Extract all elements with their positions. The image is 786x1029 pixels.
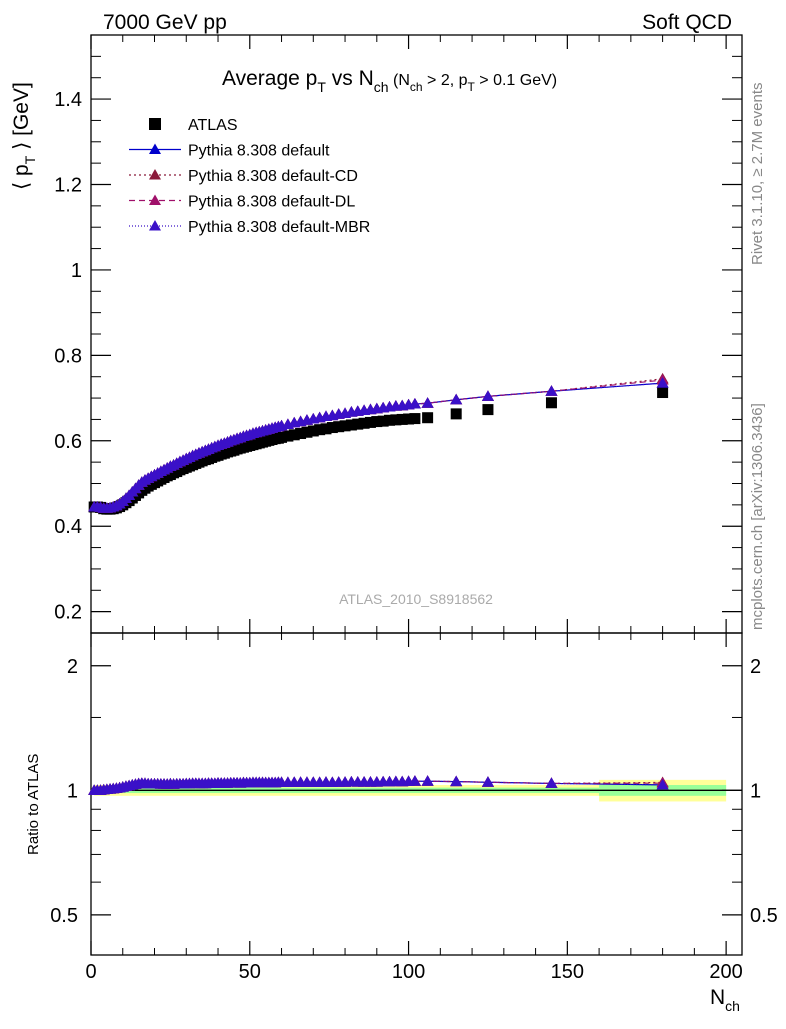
ratio-y-label: Ratio to ATLAS bbox=[25, 754, 42, 855]
atlas-point bbox=[390, 414, 402, 426]
atlas-point bbox=[422, 412, 434, 424]
legend-label: Pythia 8.308 default bbox=[188, 143, 330, 160]
atlas-point bbox=[364, 416, 376, 428]
atlas-point bbox=[301, 426, 313, 438]
x-tick-label: 100 bbox=[392, 961, 425, 983]
ratio-tick-label-right: 2 bbox=[750, 656, 761, 678]
legend-marker bbox=[149, 194, 161, 205]
atlas-point bbox=[450, 408, 462, 420]
x-axis-label: Nch bbox=[710, 986, 740, 1014]
atlas-point bbox=[276, 431, 288, 443]
pythia_mbr-ratio-point bbox=[421, 775, 434, 786]
pythia_mbr-ratio-point bbox=[450, 775, 463, 787]
pythia_mbr-point bbox=[545, 385, 558, 396]
pythia_mbr-point bbox=[421, 397, 434, 408]
x-tick-label: 150 bbox=[551, 961, 584, 983]
pythia_mbr-point bbox=[408, 398, 421, 409]
atlas-point bbox=[307, 425, 319, 437]
pythia_mbr-point bbox=[656, 377, 669, 388]
atlas-point bbox=[320, 423, 332, 435]
ratio-tick-label-left: 1 bbox=[67, 780, 78, 802]
atlas-point bbox=[377, 415, 389, 427]
y-tick-label: 0.8 bbox=[54, 345, 82, 367]
y-tick-label: 0.4 bbox=[54, 516, 82, 538]
legend-marker bbox=[149, 169, 161, 180]
atlas-point bbox=[657, 387, 669, 399]
legend-marker-atlas bbox=[149, 118, 161, 130]
atlas-point bbox=[545, 397, 557, 409]
analysis-watermark: ATLAS_2010_S8918562 bbox=[339, 591, 493, 607]
atlas-point bbox=[358, 417, 370, 429]
pythia_mbr-point bbox=[450, 393, 463, 405]
atlas-point bbox=[371, 416, 383, 428]
atlas-point bbox=[295, 428, 307, 440]
atlas-point bbox=[352, 418, 364, 430]
y-tick-label: 1 bbox=[71, 260, 82, 282]
y-tick-label: 0.2 bbox=[54, 602, 82, 624]
rivet-label: Rivet 3.1.10, ≥ 2.7M events bbox=[749, 83, 766, 266]
pythia_cd-line bbox=[94, 378, 663, 509]
pythia_dl-line bbox=[94, 379, 663, 509]
atlas-point bbox=[314, 424, 326, 436]
atlas-point bbox=[384, 414, 396, 426]
pythia_mbr-ratio-point bbox=[545, 777, 558, 788]
legend-marker bbox=[149, 220, 161, 231]
atlas-point bbox=[409, 413, 421, 425]
x-tick-label: 0 bbox=[85, 961, 96, 983]
atlas-point bbox=[288, 429, 300, 441]
y-tick-label: 0.6 bbox=[54, 431, 82, 453]
atlas-point bbox=[326, 422, 338, 434]
legend-label: Pythia 8.308 default-DL bbox=[188, 194, 355, 211]
pythia_mbr-ratio-point bbox=[481, 776, 494, 787]
legend-label: Pythia 8.308 default-CD bbox=[188, 168, 358, 185]
pythia-line bbox=[94, 382, 663, 509]
pythia_mbr-ratio-point bbox=[408, 775, 421, 786]
atlas-point bbox=[482, 404, 494, 416]
ratio-tick-label-right: 0.5 bbox=[750, 905, 778, 927]
atlas-point bbox=[333, 421, 345, 433]
atlas-point bbox=[403, 413, 415, 425]
ratio-tick-label-left: 2 bbox=[67, 656, 78, 678]
header-right: Soft QCD bbox=[642, 11, 732, 34]
pythia_mbr-line bbox=[94, 382, 663, 509]
legend-label: ATLAS bbox=[188, 117, 238, 134]
y-tick-label: 1.2 bbox=[54, 175, 82, 197]
atlas-point bbox=[282, 430, 294, 442]
pythia_mbr-ratio-point bbox=[656, 778, 669, 790]
y-tick-label: 1.4 bbox=[54, 89, 82, 111]
ratio-tick-label-left: 0.5 bbox=[50, 905, 78, 927]
x-tick-label: 50 bbox=[239, 961, 261, 983]
atlas-point bbox=[345, 419, 357, 431]
y-axis-label: ⟨ pT ⟩ [GeV] bbox=[10, 82, 38, 190]
atlas-point bbox=[396, 413, 408, 425]
legend-marker bbox=[149, 143, 161, 154]
pythia_mbr-point bbox=[481, 390, 494, 401]
mcplots-label: mcplots.cern.ch [arXiv:1306.3436] bbox=[749, 403, 766, 630]
atlas-point bbox=[339, 420, 351, 432]
legend-label: Pythia 8.308 default-MBR bbox=[188, 219, 370, 236]
x-tick-label: 200 bbox=[709, 961, 742, 983]
header-left: 7000 GeV pp bbox=[103, 11, 227, 34]
plot-title: Average pT vs Nch (Nch > 2, pT > 0.1 GeV… bbox=[222, 67, 557, 95]
ratio-tick-label-right: 1 bbox=[750, 780, 761, 802]
